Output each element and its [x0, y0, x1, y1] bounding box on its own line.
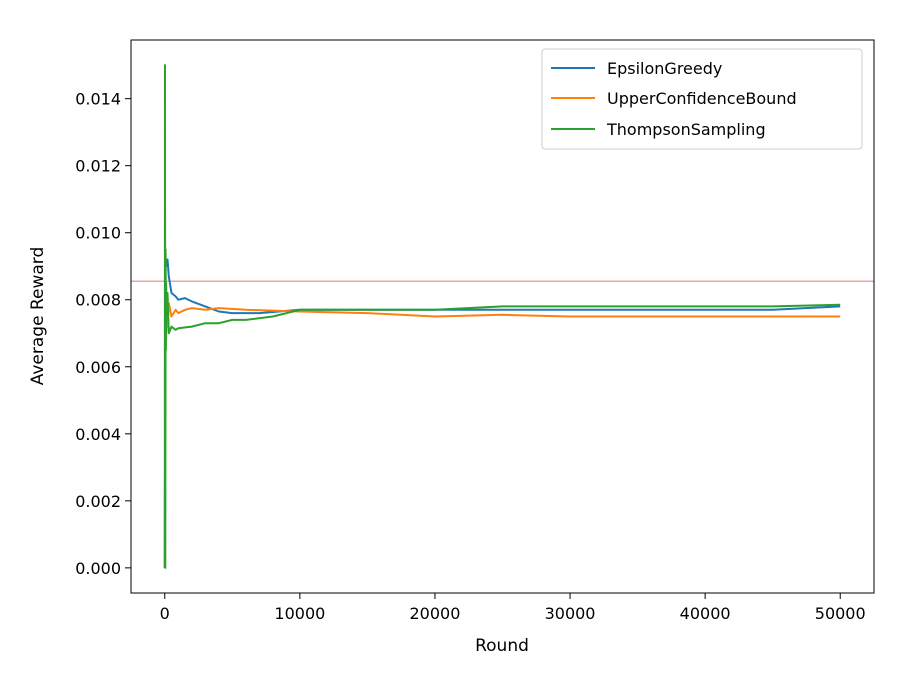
series-line-upper-confidence-bound [163, 302, 841, 568]
y-tick-label: 0.004 [75, 425, 121, 444]
x-tick-label: 50000 [815, 604, 866, 623]
series-line-thompson-sampling [163, 64, 841, 569]
y-tick-label: 0.006 [75, 358, 121, 377]
y-tick-label: 0.008 [75, 291, 121, 310]
legend-frame [541, 48, 863, 150]
x-tick-label: 0 [160, 604, 170, 623]
x-axis-label: Round [475, 636, 529, 656]
y-axis: 0.000 0.002 0.004 0.006 0.008 0.010 0.012 0.014 [75, 90, 131, 578]
y-tick-label: 0.010 [75, 224, 121, 243]
y-tick-label: 0.014 [75, 90, 121, 109]
x-axis: 0 10000 20000 30000 40000 50000 [160, 593, 866, 623]
y-axis-label: Average Reward [28, 247, 48, 386]
legend-label-upper-confidence-bound: UpperConfidenceBound [607, 89, 797, 108]
x-tick-label: 40000 [680, 604, 731, 623]
series-line-epsilon-greedy [163, 255, 841, 568]
y-tick-label: 0.012 [75, 157, 121, 176]
legend-label-epsilon-greedy: EpsilonGreedy [607, 59, 722, 78]
legend: EpsilonGreedy UpperConfidenceBound Thomp… [541, 48, 863, 150]
y-tick-label: 0.002 [75, 492, 121, 511]
y-tick-label: 0.000 [75, 559, 121, 578]
plot-frame [130, 39, 875, 594]
series-layer [163, 64, 841, 569]
legend-label-thompson-sampling: ThompsonSampling [606, 120, 766, 139]
x-tick-label: 30000 [545, 604, 596, 623]
x-tick-label: 20000 [410, 604, 461, 623]
x-tick-label: 10000 [274, 604, 325, 623]
